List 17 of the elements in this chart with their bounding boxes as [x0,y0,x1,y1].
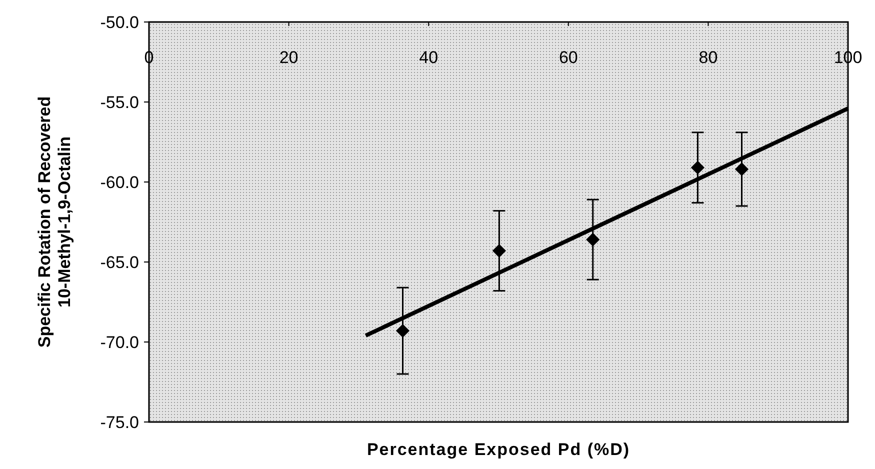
point [734,162,749,176]
point [586,232,600,246]
point [396,324,410,338]
y-tick-label: -55.0 [100,92,139,112]
point [690,160,705,174]
x-axis-title: Percentage Exposed Pd (%D) [366,440,630,459]
y-tick-label: -60.0 [100,172,139,192]
y-tick-label: -75.0 [100,412,139,432]
x-tick-label: 60 [558,48,578,67]
y-axis-title: Specific Rotation of Recovered 10-Methyl-1,9-Octalin [34,96,74,348]
x-tick-label: 20 [279,48,298,67]
x-tick-label: 80 [698,48,718,67]
y-tick-label: -70.0 [100,332,139,352]
y-tick-label: -50.0 [100,12,139,32]
y-tick-label: -65.0 [100,252,139,272]
point [492,244,506,258]
x-tick-label: 40 [419,48,438,67]
